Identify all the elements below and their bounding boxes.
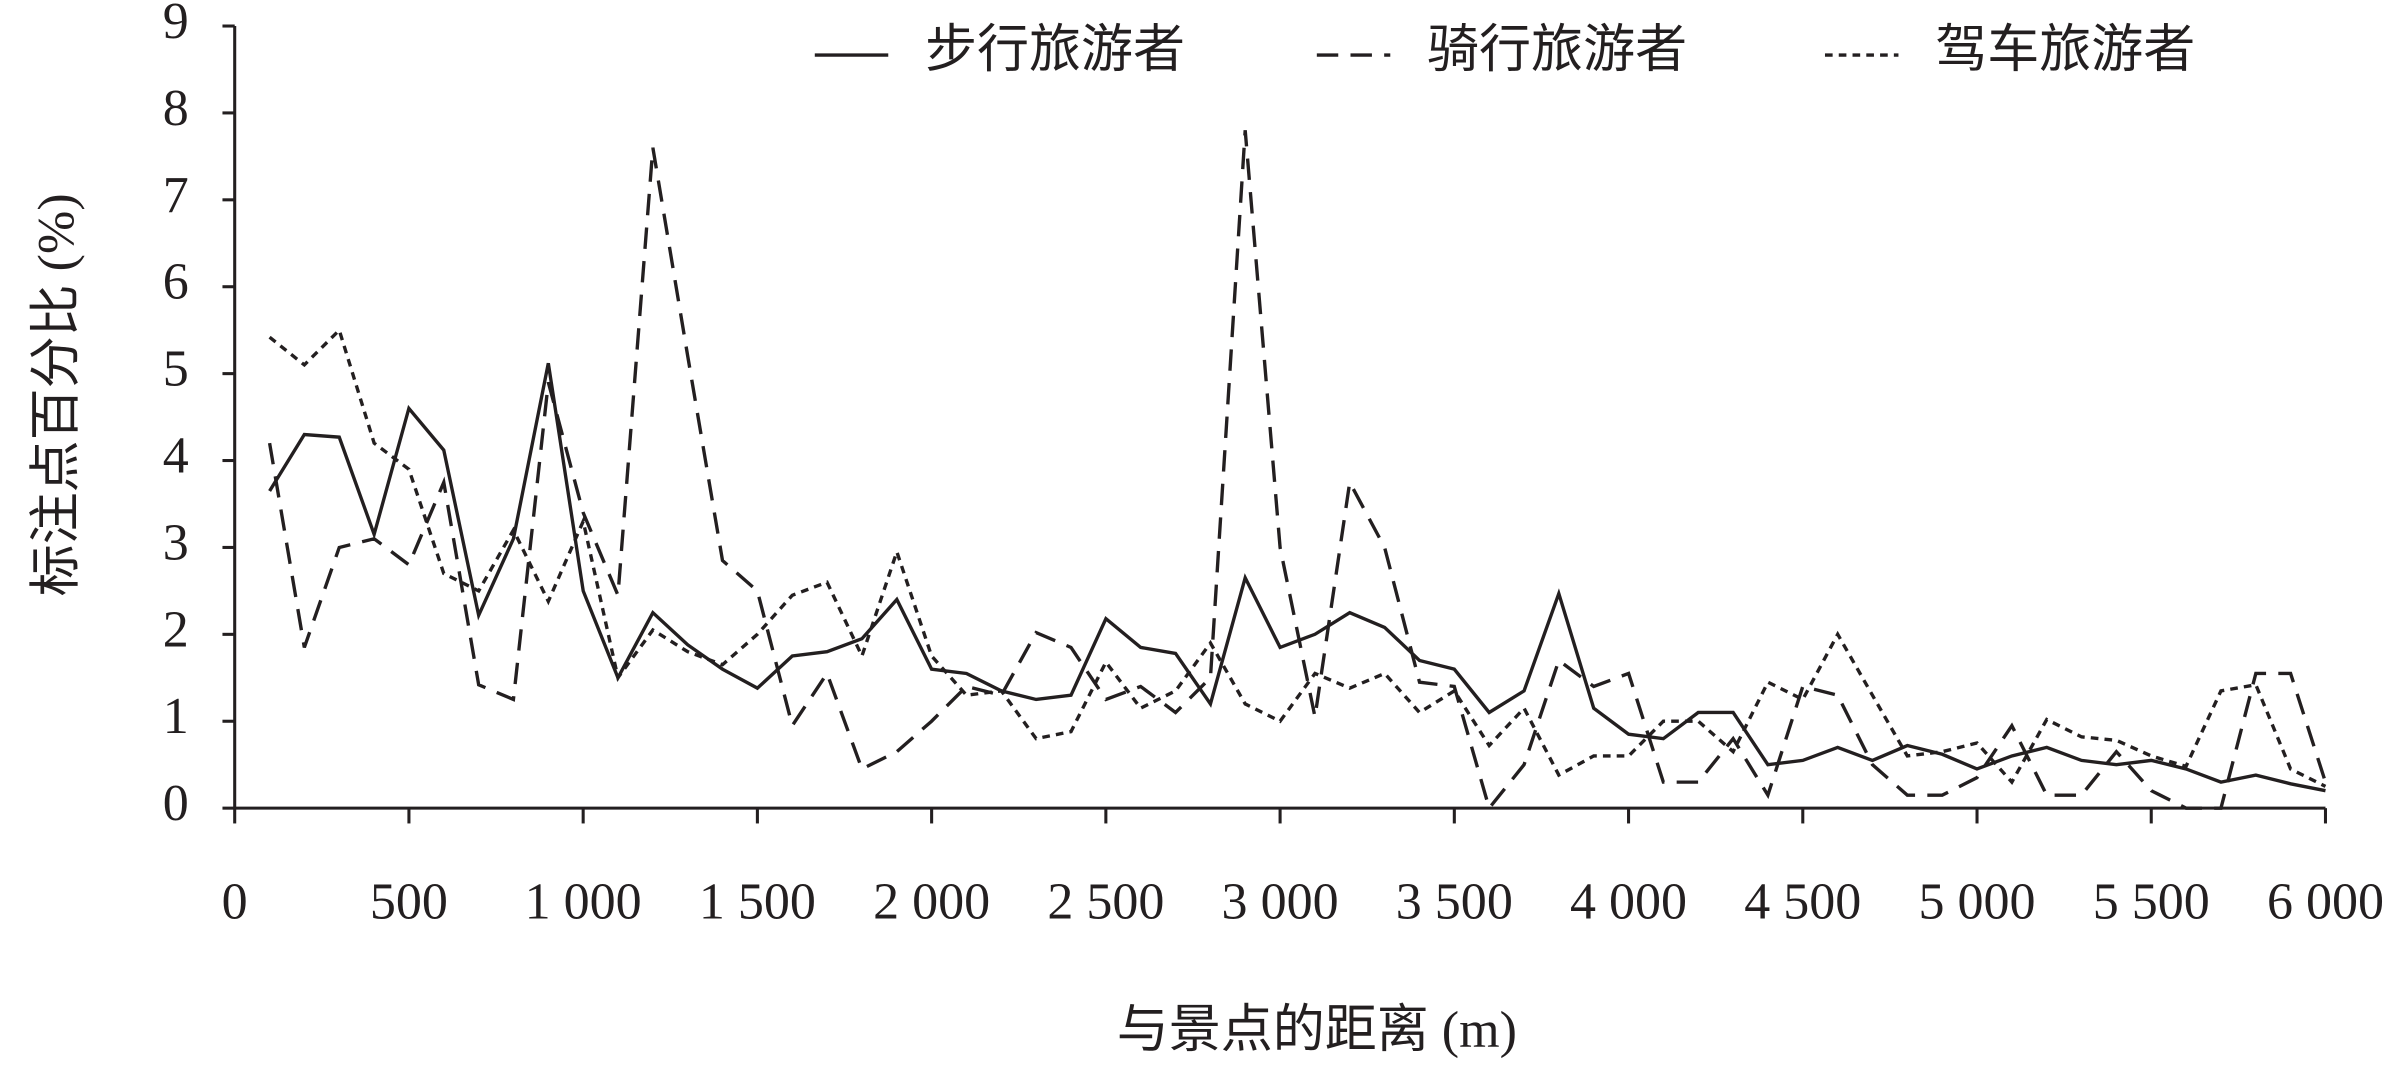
x-tick-label: 1 000	[525, 873, 642, 930]
legend-label: 驾车旅游者	[1935, 22, 2195, 79]
x-tick-label: 500	[370, 873, 448, 930]
y-tick-label: 8	[163, 80, 189, 137]
y-tick-label: 5	[163, 341, 189, 398]
x-tick-label: 3 000	[1222, 873, 1339, 930]
x-tick-label: 0	[222, 873, 248, 930]
legend-label: 步行旅游者	[925, 22, 1185, 79]
y-tick-label: 4	[163, 427, 189, 484]
series-line	[268, 362, 2326, 793]
x-axis-label: 与景点的距离 (m)	[1117, 1002, 1517, 1059]
x-tick-label: 5 000	[1918, 873, 2035, 930]
y-tick-label: 1	[163, 688, 189, 745]
x-tick-label: 6 000	[2267, 873, 2384, 930]
y-tick-label: 3	[163, 514, 189, 571]
y-axis-label: 标注点百分比 (%)	[29, 193, 86, 596]
series-line	[268, 326, 2327, 788]
y-tick-label: 2	[163, 601, 189, 658]
x-tick-label: 2 000	[873, 873, 990, 930]
y-tick-label: 0	[163, 775, 189, 832]
x-tick-label: 2 500	[1047, 873, 1164, 930]
series-line	[267, 130, 2328, 812]
y-tick-label: 7	[163, 167, 189, 224]
x-tick-label: 3 500	[1396, 873, 1513, 930]
y-tick-label: 6	[163, 254, 189, 311]
x-tick-label: 1 500	[699, 873, 816, 930]
x-tick-label: 4 000	[1570, 873, 1687, 930]
x-tick-label: 5 500	[2093, 873, 2210, 930]
legend-label: 骑行旅游者	[1427, 22, 1687, 79]
y-tick-label: 9	[163, 0, 189, 50]
x-tick-label: 4 500	[1744, 873, 1861, 930]
